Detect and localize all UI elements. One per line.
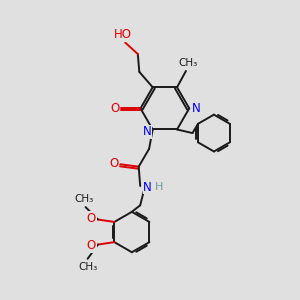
Text: CH₃: CH₃ xyxy=(74,194,94,204)
Text: HO: HO xyxy=(114,28,132,41)
Text: O: O xyxy=(110,102,119,115)
Text: CH₃: CH₃ xyxy=(179,58,198,68)
Text: O: O xyxy=(87,212,96,225)
Text: O: O xyxy=(109,157,119,170)
Text: N: N xyxy=(143,181,152,194)
Text: O: O xyxy=(87,239,96,252)
Text: H: H xyxy=(154,182,163,192)
Text: N: N xyxy=(143,125,152,138)
Text: CH₃: CH₃ xyxy=(78,262,97,272)
Text: N: N xyxy=(191,102,200,115)
